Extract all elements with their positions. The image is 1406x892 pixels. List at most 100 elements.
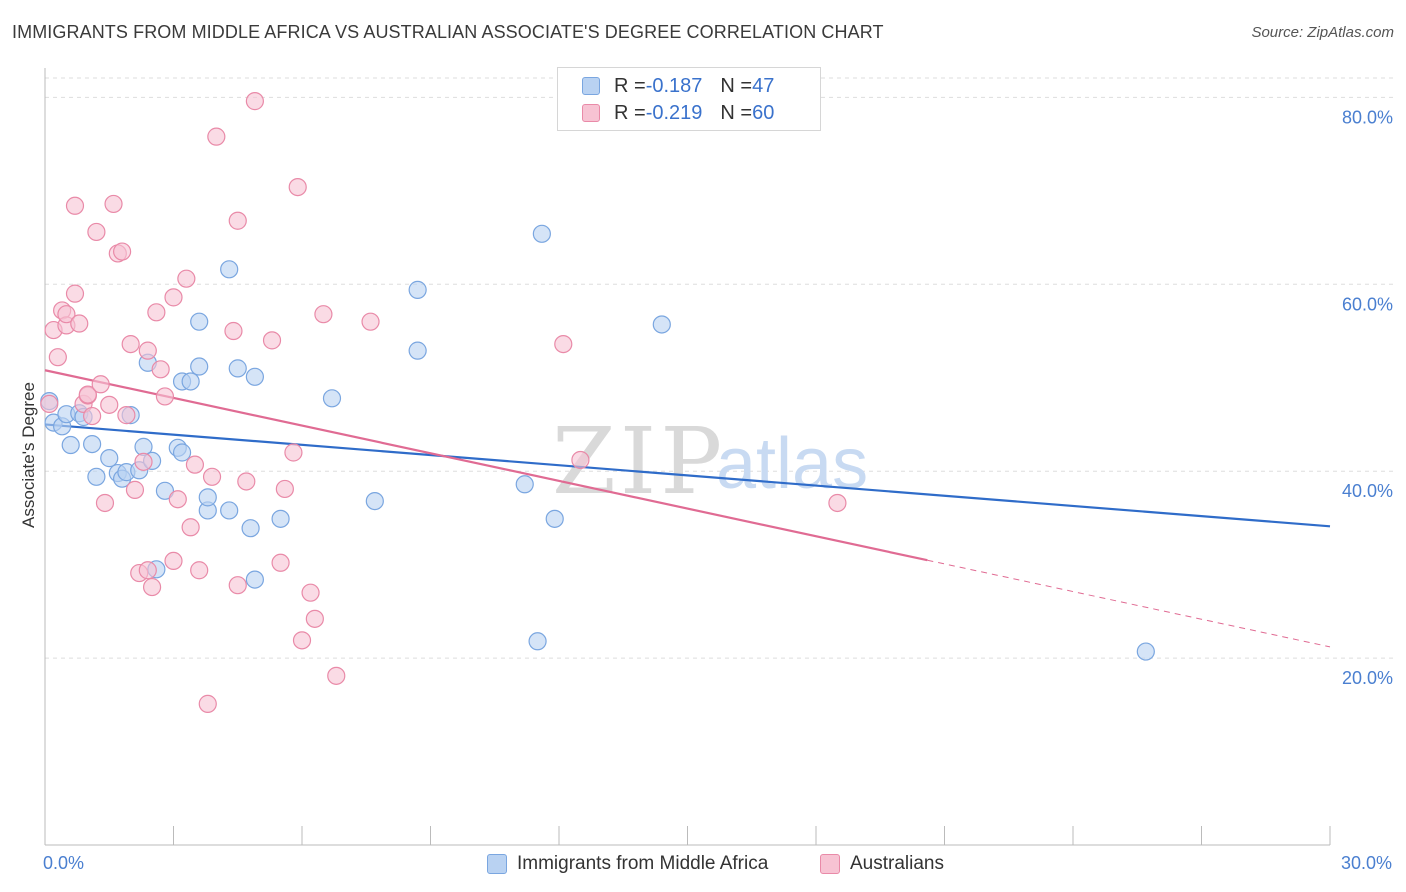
trend-lines — [44, 369, 1331, 648]
immigrants-point — [365, 491, 384, 511]
chart-title: IMMIGRANTS FROM MIDDLE AFRICA VS AUSTRAL… — [12, 22, 884, 42]
australians-point — [125, 480, 145, 499]
australians-point — [95, 493, 115, 513]
australians-point — [78, 385, 97, 404]
legend-swatch-immigrants — [582, 77, 600, 95]
immigrants-point — [652, 315, 671, 334]
axes — [44, 68, 1331, 846]
legend-n-label: N = — [720, 74, 753, 97]
australians-point — [121, 334, 140, 354]
x-tick-label: 0.0% — [43, 853, 84, 873]
legend-row-australians: R = -0.219 N = 60 — [582, 101, 774, 125]
australians-point — [155, 387, 175, 406]
series-label-australians: Australians — [850, 853, 944, 874]
australians-point — [138, 341, 157, 360]
australians-point — [48, 348, 67, 367]
australians-point — [70, 314, 89, 333]
legend-n-value: 47 — [752, 74, 775, 97]
immigrants-point — [228, 359, 247, 378]
immigrants-point — [181, 372, 200, 391]
watermark: ZIP atlas — [552, 408, 868, 515]
australians-point — [314, 305, 333, 324]
immigrants-point — [83, 434, 102, 454]
legend-r-value: -0.219 — [645, 101, 703, 124]
australians-point — [228, 576, 247, 595]
series-swatch-australians — [820, 854, 840, 874]
australians-point — [65, 284, 85, 303]
australians-point — [147, 303, 166, 322]
australians-point — [327, 666, 346, 685]
australians-point — [292, 631, 312, 650]
australians-point — [104, 194, 123, 214]
series-label-immigrants: Immigrants from Middle Africa — [517, 853, 769, 874]
immigrants-point — [172, 443, 192, 462]
australians-point — [202, 467, 222, 486]
x-tick-label: 30.0% — [1341, 853, 1392, 873]
australians-point — [117, 406, 136, 425]
australians-point — [554, 334, 573, 354]
australians-point — [164, 551, 183, 571]
australians-trend-line-extension — [927, 559, 1331, 648]
australians-point — [91, 375, 110, 394]
y-tick-label: 40.0% — [1342, 481, 1393, 501]
immigrants-point — [1136, 642, 1155, 661]
immigrants-point — [322, 389, 342, 408]
series-swatch-immigrants — [487, 854, 507, 874]
australians-point — [83, 406, 102, 426]
immigrants-point — [155, 481, 175, 500]
australians-point — [65, 196, 85, 215]
series-legend-immigrants: Immigrants from Middle Africa — [487, 852, 768, 876]
immigrants-point — [271, 509, 290, 528]
grid-lines — [45, 77, 1393, 659]
immigrants-point — [528, 632, 547, 651]
immigrants-point — [220, 260, 239, 279]
immigrants-point — [61, 435, 80, 455]
australians-point — [100, 395, 119, 414]
australians-point — [288, 177, 307, 197]
immigrants-point — [87, 467, 106, 486]
australians-point — [177, 269, 196, 288]
australians-point — [571, 450, 590, 470]
immigrants-point — [245, 367, 264, 386]
australians-point — [198, 694, 217, 713]
australians-point — [228, 211, 247, 230]
legend-r-value: -0.187 — [645, 74, 703, 97]
watermark-atlas: atlas — [716, 424, 868, 504]
y-tick-label: 80.0% — [1342, 107, 1393, 127]
legend-swatch-australians — [582, 104, 600, 122]
legend-row-immigrants: R = -0.187 N = 47 — [582, 74, 774, 98]
y-tick-label: 20.0% — [1342, 668, 1393, 688]
australians-point — [305, 609, 324, 628]
australians-trend-line — [44, 369, 928, 562]
immigrants-point — [241, 519, 260, 538]
immigrants-trend-line — [44, 423, 1331, 528]
immigrants-point — [100, 449, 119, 468]
immigrants-point — [190, 357, 209, 376]
series-legend-australians: Australians — [820, 852, 944, 876]
australians-point — [301, 583, 320, 602]
y-tick-label: 60.0% — [1342, 294, 1393, 314]
australians-point — [190, 561, 209, 580]
australians-point — [40, 394, 59, 414]
australians-point — [151, 360, 170, 379]
australians-point — [262, 331, 282, 350]
tick-labels: 20.0% 40.0% 60.0% 80.0% 0.0% 30.0% — [43, 107, 1393, 873]
legend-n-value: 60 — [752, 101, 775, 124]
y-axis-label: Associate's Degree — [19, 382, 38, 528]
immigrants-point — [515, 475, 534, 494]
legend-r-label: R = — [614, 101, 646, 124]
australians-point — [181, 518, 200, 537]
australians-point — [284, 443, 303, 462]
australians-point — [224, 321, 243, 341]
immigrants-point — [408, 341, 427, 360]
immigrants-point — [408, 280, 427, 299]
legend-n-label: N = — [720, 101, 753, 124]
data-points — [40, 92, 1155, 713]
immigrants-point — [190, 312, 209, 331]
australians-point — [245, 92, 264, 111]
australians-point — [271, 553, 290, 572]
australians-point — [828, 493, 847, 513]
immigrants-point — [245, 570, 264, 589]
australians-point — [164, 288, 183, 307]
